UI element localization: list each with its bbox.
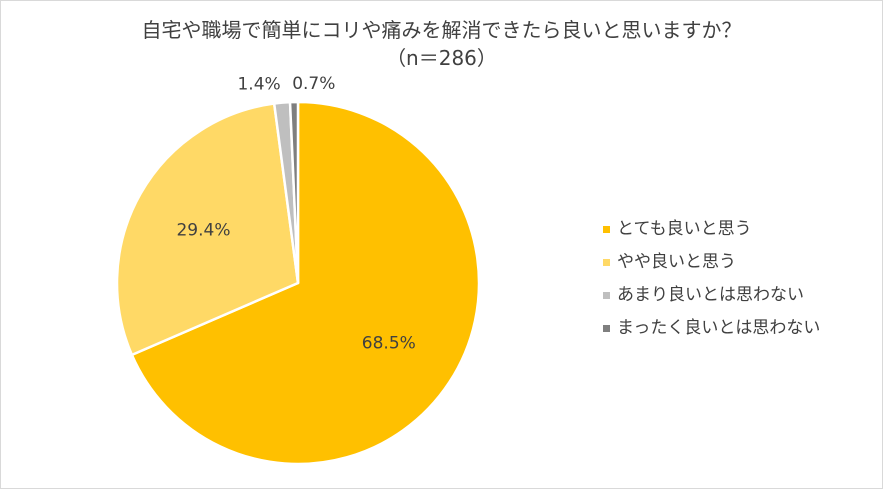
chart-title-block: 自宅や職場で簡単にコリや痛みを解消できたら良いと思いますか？ （n＝286）	[0, 16, 883, 72]
data-label-3: 1.4%	[237, 75, 280, 95]
chart-title: 自宅や職場で簡単にコリや痛みを解消できたら良いと思いますか？	[141, 18, 742, 42]
legend-label: やや良いと思う	[617, 252, 736, 272]
legend-label: あまり良いとは思わない	[617, 285, 804, 305]
legend-swatch-icon	[603, 292, 610, 299]
data-label-1: 68.5%	[362, 334, 416, 354]
legend-label: まったく良いとは思わない	[617, 318, 821, 338]
legend-swatch-icon	[603, 325, 610, 332]
pie-slice-4	[288, 100, 300, 285]
pie-slices	[115, 100, 481, 466]
legend-label: とても良いと思う	[617, 219, 752, 239]
data-label-4: 0.7%	[292, 74, 335, 94]
pie-slice-1	[130, 100, 481, 466]
pie-labels: 68.5% 29.4% 1.4% 0.7%	[176, 74, 415, 354]
chart-subtitle: （n＝286）	[386, 46, 497, 70]
legend-swatch-icon	[603, 226, 610, 233]
data-label-2: 29.4%	[176, 221, 230, 241]
pie-slice-2	[115, 102, 300, 357]
legend-swatch-icon	[603, 259, 610, 266]
